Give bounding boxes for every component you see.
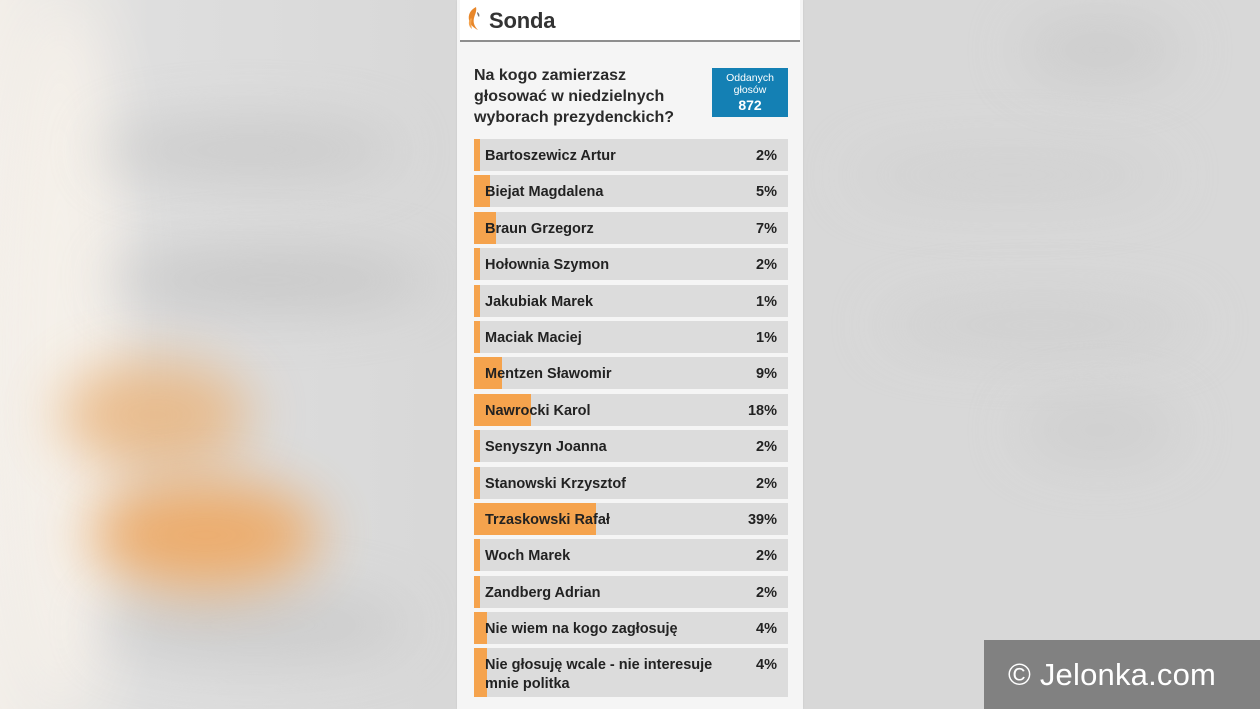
option-result-bar xyxy=(474,575,481,608)
poll-option[interactable]: Nie wiem na kogo zagłosuję 4% xyxy=(474,612,788,645)
option-percent: 2% xyxy=(756,584,777,601)
option-result-bar xyxy=(474,357,503,390)
poll-option[interactable]: Stanowski Krzysztof 2% xyxy=(474,466,788,499)
poll-option[interactable]: Jakubiak Marek 1% xyxy=(474,284,788,317)
poll-option[interactable]: Mentzen Sławomir 9% xyxy=(474,357,788,390)
poll-option[interactable]: Biejat Magdalena 5% xyxy=(474,175,788,208)
poll-option[interactable]: Senyszyn Joanna 2% xyxy=(474,430,788,463)
poll-option[interactable]: Nawrocki Karol 18% xyxy=(474,393,788,426)
option-result-bar xyxy=(474,466,481,499)
votes-count: 872 xyxy=(738,97,762,113)
option-label: Zandberg Adrian xyxy=(485,584,601,601)
poll-option[interactable]: Braun Grzegorz 7% xyxy=(474,211,788,244)
option-label: Nie głosuję wcale - nie interesuje mnie … xyxy=(485,657,713,693)
poll-option[interactable]: Maciak Maciej 1% xyxy=(474,320,788,353)
option-percent: 39% xyxy=(747,511,777,528)
option-result-bar xyxy=(474,139,481,171)
option-percent: 7% xyxy=(756,220,777,237)
option-percent: 18% xyxy=(747,402,777,419)
votes-label: Oddanych głosów xyxy=(726,72,774,96)
poll-option[interactable]: Woch Marek 2% xyxy=(474,539,788,572)
watermark: © Jelonka.com xyxy=(984,640,1260,709)
option-result-bar xyxy=(474,612,487,645)
option-result-bar xyxy=(474,430,481,463)
option-label: Senyszyn Joanna xyxy=(485,439,607,456)
poll-widget: Sonda Na kogo zamierzasz głosować w nied… xyxy=(457,0,803,709)
option-label: Biejat Magdalena xyxy=(485,184,604,201)
option-result-bar xyxy=(474,320,480,353)
option-percent: 4% xyxy=(756,657,777,674)
poll-option[interactable]: Hołownia Szymon 2% xyxy=(474,248,788,281)
option-label: Nie wiem na kogo zagłosuję xyxy=(485,621,678,638)
flame-logo-icon xyxy=(468,7,480,30)
option-result-bar xyxy=(474,393,531,426)
option-percent: 2% xyxy=(756,257,777,274)
option-percent: 2% xyxy=(756,548,777,565)
option-label: Bartoszewicz Artur xyxy=(485,148,616,164)
poll-header: Sonda xyxy=(460,0,800,42)
option-label: Woch Marek xyxy=(485,548,571,565)
option-label: Jakubiak Marek xyxy=(485,293,594,310)
option-label: Hołownia Szymon xyxy=(485,257,610,274)
option-label: Stanowski Krzysztof xyxy=(485,475,626,492)
option-percent: 1% xyxy=(756,329,777,346)
option-result-bar xyxy=(474,648,487,698)
option-result-bar xyxy=(474,539,481,572)
option-percent: 1% xyxy=(756,293,777,310)
poll-option[interactable]: Nie głosuję wcale - nie interesuje mnie … xyxy=(474,648,788,698)
option-result-bar xyxy=(474,502,597,535)
option-result-bar xyxy=(474,284,480,317)
option-label: Nawrocki Karol xyxy=(485,402,591,419)
poll-title: Sonda xyxy=(489,8,556,33)
poll-question: Na kogo zamierzasz głosować w niedzielny… xyxy=(474,67,675,126)
option-percent: 2% xyxy=(756,439,777,456)
option-label: Trzaskowski Rafał xyxy=(485,511,610,528)
option-percent: 5% xyxy=(756,184,777,201)
option-result-bar xyxy=(474,175,490,208)
poll-option[interactable]: Trzaskowski Rafał 39% xyxy=(474,502,788,535)
option-result-bar xyxy=(474,248,481,281)
option-result-bar xyxy=(474,211,496,244)
option-percent: 4% xyxy=(756,621,777,638)
option-percent: 2% xyxy=(756,148,777,164)
option-percent: 9% xyxy=(756,366,777,383)
poll-option[interactable]: Bartoszewicz Artur 2% xyxy=(474,139,788,171)
poll-options: Bartoszewicz Artur 2% Biejat Magdalena 5… xyxy=(474,139,788,702)
option-percent: 2% xyxy=(756,475,777,492)
votes-count-badge: Oddanych głosów 872 xyxy=(712,68,788,117)
option-label: Braun Grzegorz xyxy=(485,220,594,237)
option-label: Mentzen Sławomir xyxy=(485,366,612,383)
option-label: Maciak Maciej xyxy=(485,329,582,346)
poll-option[interactable]: Zandberg Adrian 2% xyxy=(474,575,788,608)
